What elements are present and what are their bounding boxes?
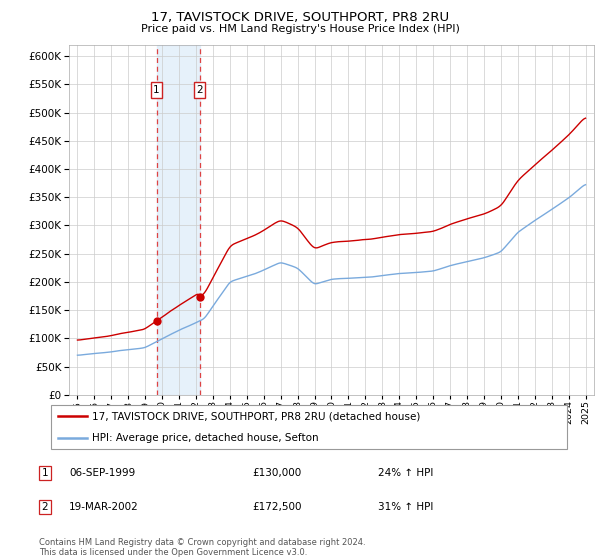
Text: Contains HM Land Registry data © Crown copyright and database right 2024.
This d: Contains HM Land Registry data © Crown c… bbox=[39, 538, 365, 557]
Text: 17, TAVISTOCK DRIVE, SOUTHPORT, PR8 2RU: 17, TAVISTOCK DRIVE, SOUTHPORT, PR8 2RU bbox=[151, 11, 449, 24]
Text: 1: 1 bbox=[41, 468, 49, 478]
Text: 2: 2 bbox=[196, 85, 203, 95]
Text: £172,500: £172,500 bbox=[252, 502, 302, 512]
Text: £130,000: £130,000 bbox=[252, 468, 301, 478]
Bar bbox=[157, 45, 200, 395]
Text: 1: 1 bbox=[153, 85, 160, 95]
Text: 24% ↑ HPI: 24% ↑ HPI bbox=[378, 468, 433, 478]
Text: 17, TAVISTOCK DRIVE, SOUTHPORT, PR8 2RU (detached house): 17, TAVISTOCK DRIVE, SOUTHPORT, PR8 2RU … bbox=[92, 411, 421, 421]
Text: HPI: Average price, detached house, Sefton: HPI: Average price, detached house, Seft… bbox=[92, 433, 319, 443]
Text: 06-SEP-1999: 06-SEP-1999 bbox=[69, 468, 135, 478]
Text: 2: 2 bbox=[41, 502, 49, 512]
FancyBboxPatch shape bbox=[50, 405, 568, 449]
Text: 31% ↑ HPI: 31% ↑ HPI bbox=[378, 502, 433, 512]
Text: Price paid vs. HM Land Registry's House Price Index (HPI): Price paid vs. HM Land Registry's House … bbox=[140, 24, 460, 34]
Text: 19-MAR-2002: 19-MAR-2002 bbox=[69, 502, 139, 512]
